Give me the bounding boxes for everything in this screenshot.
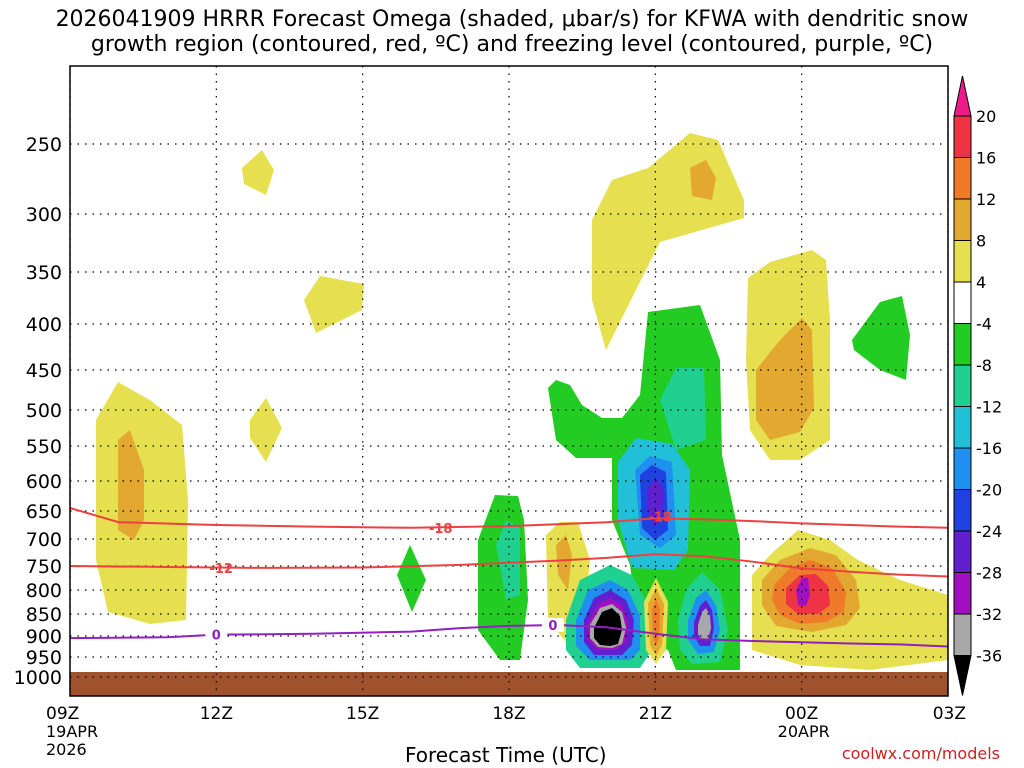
colorbar-band-4 <box>953 281 972 324</box>
omega-region-33 <box>852 296 910 380</box>
x-tick-label-00Z: 00Z <box>785 704 818 724</box>
chart-title-line-2: growth region (contoured, red, ºC) and f… <box>90 32 934 57</box>
colorbar-label-16: 16 <box>976 149 996 168</box>
contour-label-bg-4 <box>541 618 564 632</box>
omega-region-32 <box>756 318 814 440</box>
contour-label--18: -18 <box>429 522 453 537</box>
colorbar-label--4: -4 <box>976 315 992 334</box>
omega-region-3 <box>250 398 282 462</box>
x-axis-title: Forecast Time (UTC) <box>405 743 607 767</box>
omega-region-4 <box>304 276 364 333</box>
colorbar-band-0 <box>953 115 972 158</box>
omega-region-11 <box>690 160 716 200</box>
y-tick-label-450: 450 <box>26 360 62 382</box>
colorbar: 20 16 12 8 4 -4 -8 -12 -16 -20 -24 -28 -32 -36 <box>953 75 1002 696</box>
omega-region-7 <box>496 520 520 600</box>
isotherm-contours <box>70 507 948 648</box>
omega-region-2 <box>242 150 274 195</box>
omega-region-13 <box>660 368 706 450</box>
colorbar-band-10 <box>953 530 972 573</box>
y-tick-label-250: 250 <box>26 134 62 156</box>
colorbar-label-12: 12 <box>976 190 996 209</box>
colorbar-label-4: 4 <box>976 273 986 292</box>
y-tick-label-850: 850 <box>26 604 62 626</box>
omega-region-1 <box>118 430 144 540</box>
y-tick-label-1000: 1000 <box>14 667 62 689</box>
contour-label-0: 0 <box>548 619 557 634</box>
omega-shaded-field <box>96 133 948 670</box>
colorbar-band-7 <box>953 406 972 449</box>
y-tick-label-950: 950 <box>26 647 62 669</box>
x-tick-sublabel-2026: 2026 <box>46 740 87 759</box>
isotherm-0-line <box>70 623 948 648</box>
y-tick-label-750: 750 <box>26 556 62 578</box>
colorbar-band-3 <box>953 240 972 283</box>
colorbar-band-8 <box>953 447 972 490</box>
contour-label--18: -18 <box>648 511 672 526</box>
omega-region-38 <box>796 578 810 606</box>
colorbar-label--16: -16 <box>976 439 1002 458</box>
y-axis: 2503003504004505005506006507007508008509… <box>14 134 62 689</box>
colorbar-band-9 <box>953 489 972 532</box>
y-tick-label-300: 300 <box>26 204 62 226</box>
contour-label-0: 0 <box>212 629 221 644</box>
colorbar-label--36: -36 <box>976 647 1002 666</box>
isotherm--18-line <box>70 507 948 529</box>
x-tick-label-12Z: 12Z <box>200 704 233 724</box>
x-tick-sublabel-20APR: 20APR <box>778 722 830 741</box>
isotherm--12-line <box>70 553 948 578</box>
colorbar-label--32: -32 <box>976 605 1002 624</box>
credit-link[interactable]: coolwx.com/models <box>841 744 1000 763</box>
x-tick-label-03Z: 03Z <box>933 704 966 724</box>
colorbar-label-8: 8 <box>976 232 986 251</box>
colorbar-band-1 <box>953 157 972 200</box>
y-tick-label-500: 500 <box>26 400 62 422</box>
contour-labels: -18 -18 -12 0 0 <box>205 511 672 644</box>
omega-region-30 <box>698 608 711 640</box>
omega-region-17 <box>648 478 664 526</box>
y-tick-label-900: 900 <box>26 626 62 648</box>
x-tick-label-21Z: 21Z <box>639 704 672 724</box>
x-tick-label-18Z: 18Z <box>492 704 525 724</box>
contour-label-bg-3 <box>205 627 228 642</box>
colorbar-band-11 <box>953 572 972 615</box>
contour-label--12: -12 <box>209 562 233 577</box>
colorbar-label-20: 20 <box>976 107 996 126</box>
colorbar-band-5 <box>953 323 972 366</box>
y-tick-label-700: 700 <box>26 529 62 551</box>
colorbar-band-6 <box>953 364 972 407</box>
x-tick-label-09Z: 09Z <box>46 704 79 724</box>
omega-region-9 <box>556 535 572 590</box>
colorbar-label--12: -12 <box>976 398 1002 417</box>
y-tick-label-550: 550 <box>26 436 62 458</box>
colorbar-label--8: -8 <box>976 356 992 375</box>
colorbar-band-2 <box>953 198 972 241</box>
colorbar-label--24: -24 <box>976 522 1002 541</box>
omega-region-5 <box>397 545 426 612</box>
ground-surface <box>70 672 948 696</box>
chart-title-line-1: 2026041909 HRRR Forecast Omega (shaded, … <box>55 7 969 32</box>
y-tick-label-600: 600 <box>26 471 62 493</box>
plot-frame <box>69 65 949 697</box>
y-tick-label-800: 800 <box>26 580 62 602</box>
y-tick-label-650: 650 <box>26 501 62 523</box>
y-tick-label-350: 350 <box>26 262 62 284</box>
colorbar-label--28: -28 <box>976 564 1002 583</box>
colorbar-bottom-arrow <box>953 655 972 696</box>
y-tick-label-400: 400 <box>26 314 62 336</box>
x-tick-sublabel-19APR: 19APR <box>46 722 98 741</box>
colorbar-label--20: -20 <box>976 481 1002 500</box>
colorbar-top-arrow <box>953 75 972 117</box>
colorbar-band-12 <box>953 613 972 656</box>
x-tick-label-15Z: 15Z <box>346 704 379 724</box>
